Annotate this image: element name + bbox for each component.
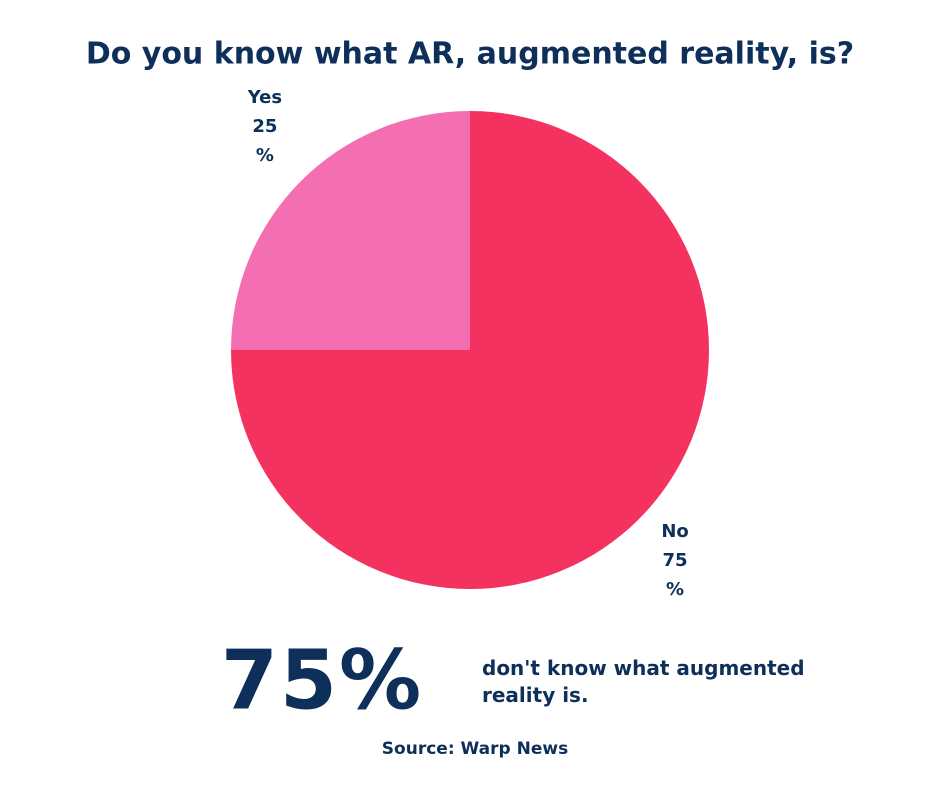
value-number: 25 bbox=[252, 116, 277, 137]
value-number: 75 bbox=[663, 550, 688, 571]
highlight-text: don't know what augmented reality is. bbox=[482, 656, 805, 707]
slice-category: Yes bbox=[247, 87, 282, 108]
chart-title: Do you know what AR, augmented reality, … bbox=[86, 37, 854, 72]
pie-slice bbox=[231, 111, 470, 350]
highlight-figure: 75% bbox=[221, 633, 423, 728]
highlight-box: don't know what augmented reality is. bbox=[482, 656, 805, 707]
source: Source: Warp News bbox=[382, 739, 568, 759]
slice-value-label: 25% bbox=[252, 116, 277, 166]
slice-value-label: 75% bbox=[663, 550, 688, 600]
value-unit: % bbox=[256, 145, 274, 166]
slice-category: No bbox=[661, 521, 688, 542]
value-unit: % bbox=[666, 579, 684, 600]
